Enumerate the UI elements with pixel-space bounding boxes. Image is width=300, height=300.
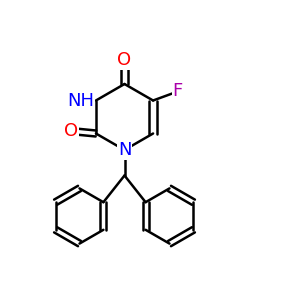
Text: O: O (117, 51, 132, 69)
Text: O: O (64, 122, 78, 140)
Text: F: F (172, 82, 183, 100)
Text: N: N (118, 141, 131, 159)
Text: NH: NH (68, 92, 94, 110)
